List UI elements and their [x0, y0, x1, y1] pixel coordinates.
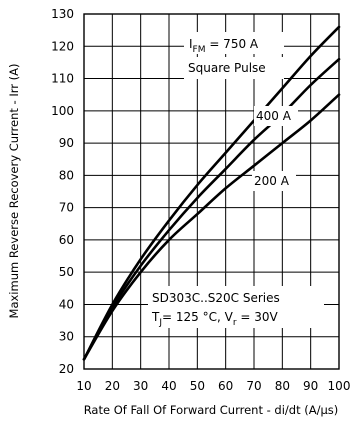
y-tick-label: 130 [51, 7, 74, 21]
x-tick-label: 90 [303, 379, 318, 393]
series-label-400: 400 A [256, 109, 292, 123]
x-tick-label: 10 [76, 379, 91, 393]
y-axis-label: Maximum Reverse Recovery Current - Irr (… [7, 64, 21, 319]
series-label-750-rest: = 750 A [206, 37, 259, 51]
y-tick-label: 120 [51, 39, 74, 53]
cond-t-rest: = 125 °C, V [162, 310, 234, 324]
x-tick-label: 20 [105, 379, 120, 393]
y-tick-label: 40 [59, 297, 74, 311]
y-tick-label: 80 [59, 168, 74, 182]
x-tick-label: 70 [246, 379, 261, 393]
x-tick-label: 50 [190, 379, 205, 393]
condition-label: TJ= 125 °C, Vr = 30V [151, 310, 278, 328]
y-tick-label: 110 [51, 72, 74, 86]
x-tick-label: 40 [161, 379, 176, 393]
x-tick-label: 100 [328, 379, 351, 393]
y-tick-labels: 20 30 40 50 60 70 80 90 100 110 120 130 [51, 7, 74, 376]
label-bg-400 [254, 106, 298, 126]
y-tick-label: 20 [59, 362, 74, 376]
y-tick-label: 70 [59, 201, 74, 215]
label-bg-200 [252, 171, 296, 191]
x-tick-label: 80 [275, 379, 290, 393]
condition-box-bg [148, 286, 324, 328]
cond-v-sub: r [233, 318, 237, 328]
series-line-200a [82, 93, 341, 361]
y-tick-label: 90 [59, 136, 74, 150]
data-series [82, 25, 341, 361]
y-tick-label: 50 [59, 265, 74, 279]
y-tick-label: 60 [59, 233, 74, 247]
series-line-400a [82, 57, 341, 361]
x-tick-labels: 10 20 30 40 50 60 70 80 90 100 [76, 379, 350, 393]
series-line-750a [82, 25, 341, 361]
y-tick-label: 100 [51, 104, 74, 118]
cond-t-main: T [151, 310, 160, 324]
cond-v-rest: = 30V [237, 310, 279, 324]
x-axis-label: Rate Of Fall Of Forward Current - di/dt … [84, 403, 339, 417]
series-label-750-sub: FM [193, 45, 206, 55]
series-label-200: 200 A [254, 174, 290, 188]
x-tick-label: 30 [133, 379, 148, 393]
series-label-750: IFM = 750 A [189, 37, 259, 55]
series-name-label: SD303C..S20C Series [152, 291, 280, 305]
cond-t-sub: J [158, 318, 162, 328]
x-tick-label: 60 [218, 379, 233, 393]
y-tick-label: 30 [59, 330, 74, 344]
label-bg-pulse [184, 57, 284, 79]
series-label-750-main: I [189, 37, 193, 51]
plot-frame [83, 13, 340, 370]
label-bg-750 [184, 32, 284, 54]
pulse-label: Square Pulse [188, 61, 266, 75]
